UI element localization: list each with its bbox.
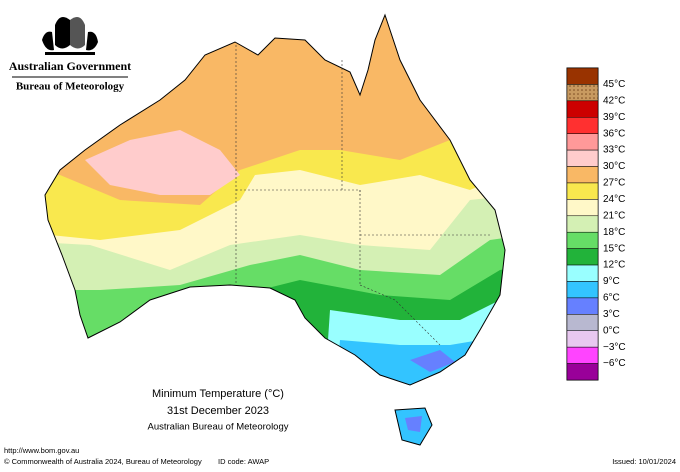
legend-label: 27°C	[603, 178, 625, 189]
government: Australian Government	[9, 59, 131, 73]
caption-date: 31st December 2023	[167, 405, 269, 417]
legend-label: 0°C	[603, 325, 620, 336]
tasmania-cold	[405, 416, 422, 432]
legend-label: 12°C	[603, 260, 625, 271]
crest	[42, 16, 98, 55]
legend-label: 33°C	[603, 145, 625, 156]
legend-label: 30°C	[603, 161, 625, 172]
legend-swatch	[566, 330, 599, 348]
legend-swatch	[566, 215, 599, 233]
legend-label: 42°C	[603, 95, 625, 106]
legend-swatch	[566, 297, 599, 315]
legend-label: 15°C	[603, 243, 625, 254]
legend-label: 3°C	[603, 309, 620, 320]
legend-swatch	[566, 231, 599, 249]
legend-label: 24°C	[603, 194, 625, 205]
legend-swatch	[566, 199, 599, 217]
legend-swatch	[566, 182, 599, 200]
footer-issued: Issued: 10/01/2024	[612, 457, 676, 466]
footer-copyright: © Commonwealth of Australia 2024, Bureau…	[4, 457, 202, 466]
legend-swatch	[566, 67, 599, 85]
legend-swatch	[566, 166, 599, 184]
legend-label: 39°C	[603, 112, 625, 123]
legend-label: 21°C	[603, 210, 625, 221]
legend-label: 18°C	[603, 227, 625, 238]
legend-label: −3°C	[603, 342, 626, 353]
caption-title: Minimum Temperature (°C)	[152, 388, 284, 400]
coastline	[44, 13, 506, 386]
legend-swatch	[566, 117, 599, 134]
footer-url: http://www.bom.gov.au	[4, 446, 79, 455]
legend-swatch	[566, 346, 599, 364]
legend-label: 9°C	[603, 276, 620, 287]
legend-label: −6°C	[603, 358, 626, 369]
legend-swatch	[566, 84, 599, 102]
legend-swatch	[566, 281, 599, 299]
legend-swatch	[566, 264, 599, 282]
legend-label: 36°C	[603, 128, 625, 139]
legend-swatch	[566, 100, 599, 118]
legend-label: 6°C	[603, 293, 620, 304]
legend-swatch	[566, 248, 599, 266]
legend-swatch	[566, 133, 599, 151]
bureau: Bureau of Meteorology	[16, 81, 125, 93]
legend-swatch	[566, 149, 599, 167]
legend-swatch	[566, 314, 599, 331]
legend-swatch	[566, 363, 599, 381]
caption-source: Australian Bureau of Meteorology	[148, 422, 289, 433]
footer-id: ID code: AWAP	[218, 457, 269, 466]
state-borders	[235, 45, 490, 346]
legend-label: 45°C	[603, 79, 625, 90]
